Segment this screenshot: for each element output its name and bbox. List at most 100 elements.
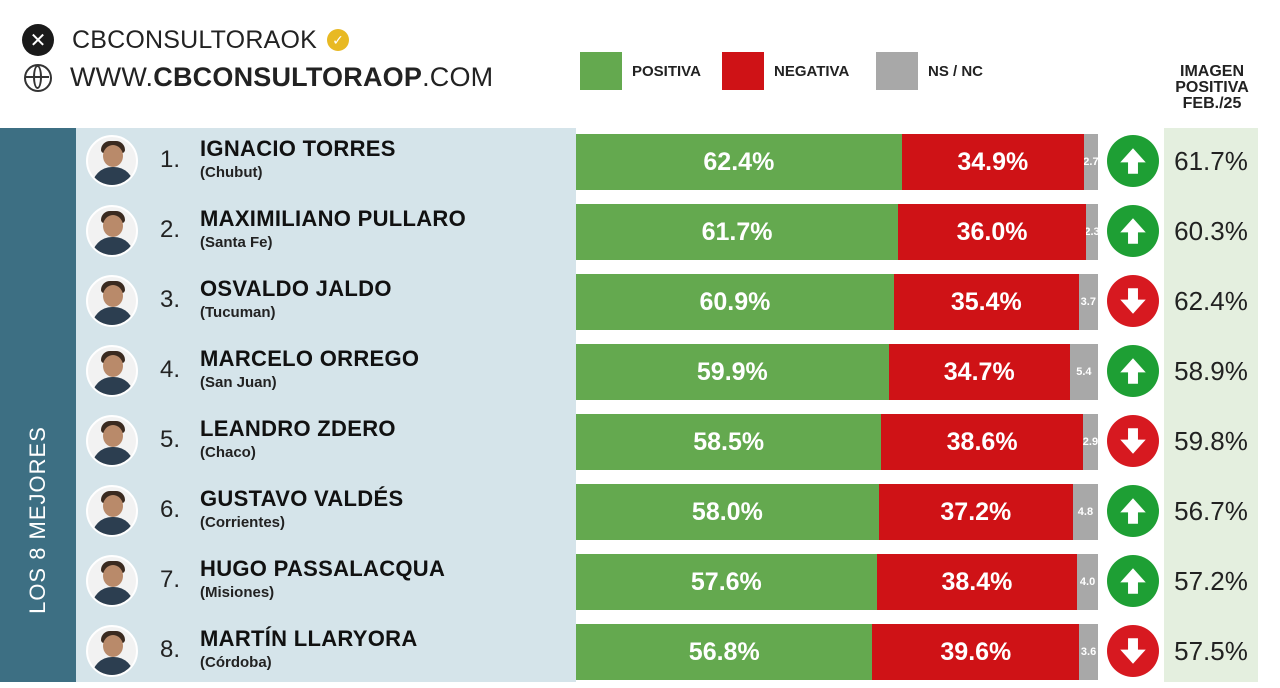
trend-down-icon bbox=[1107, 415, 1159, 467]
data-label-positiva: 58.0% bbox=[691, 497, 763, 526]
table-row: 1. IGNACIO TORRES (Chubut) 62.4% 34.9% 2.7 61.… bbox=[0, 128, 1280, 198]
arrow-up-icon bbox=[1120, 568, 1146, 594]
previous-positive-value: 58.9% bbox=[1174, 356, 1248, 386]
legend-swatch-nsnc bbox=[876, 52, 918, 90]
trend-up-icon bbox=[1107, 135, 1159, 187]
bar-nsnc: 4.8 bbox=[1072, 484, 1098, 540]
data-label-positiva: 59.9% bbox=[696, 357, 768, 386]
legend-nsnc: NS / NC bbox=[876, 52, 983, 90]
arrow-up-icon bbox=[1120, 218, 1146, 244]
bar-positiva: 57.6% bbox=[576, 554, 877, 610]
legend-swatch-positiva bbox=[580, 52, 622, 90]
bar-negativa: 37.2% bbox=[878, 484, 1073, 540]
trend-down-icon bbox=[1107, 625, 1159, 677]
data-label-positiva: 57.6% bbox=[690, 567, 762, 596]
data-label-nsnc: 4.0 bbox=[1079, 576, 1096, 588]
avatar bbox=[86, 415, 138, 467]
rank-number: 8. bbox=[160, 636, 181, 663]
rank-number: 7. bbox=[160, 566, 181, 593]
previous-positive-value: 57.5% bbox=[1174, 636, 1248, 666]
person-name: MARCELO ORREGO bbox=[200, 346, 420, 371]
province: (San Juan) bbox=[200, 374, 277, 391]
col-title-line-2: POSITIVA bbox=[1175, 79, 1249, 96]
stacked-bar: 58.0% 37.2% 4.8 bbox=[576, 484, 1098, 540]
legend-label-negativa: NEGATIVA bbox=[774, 62, 850, 80]
stacked-bar: 62.4% 34.9% 2.7 bbox=[576, 134, 1098, 190]
bar-positiva: 58.5% bbox=[576, 414, 882, 470]
arrow-up-icon bbox=[1120, 148, 1146, 174]
rank-number: 6. bbox=[160, 496, 181, 523]
avatar bbox=[86, 555, 138, 607]
data-label-nsnc: 4.8 bbox=[1077, 506, 1094, 518]
province: (Santa Fe) bbox=[200, 234, 273, 251]
bar-nsnc: 4.0 bbox=[1077, 554, 1098, 610]
bar-nsnc: 2.7 bbox=[1083, 134, 1098, 190]
data-label-negativa: 34.9% bbox=[957, 147, 1029, 176]
data-label-negativa: 37.2% bbox=[940, 497, 1012, 526]
rank-number: 5. bbox=[160, 426, 181, 453]
col-title-line-1: IMAGEN bbox=[1180, 63, 1244, 80]
data-label-positiva: 56.8% bbox=[688, 637, 760, 666]
bar-negativa: 34.9% bbox=[901, 134, 1084, 190]
province: (Corrientes) bbox=[200, 514, 286, 531]
avatar bbox=[86, 135, 138, 187]
data-label-negativa: 39.6% bbox=[940, 637, 1012, 666]
bar-negativa: 34.7% bbox=[888, 344, 1070, 400]
previous-positive-value: 57.2% bbox=[1174, 566, 1248, 596]
verified-badge-icon: ✓ bbox=[326, 29, 349, 51]
legend-label-nsnc: NS / NC bbox=[928, 62, 984, 80]
table-row: 7. HUGO PASSALACQUA (Misiones) 57.6% 38.4% 4.… bbox=[0, 548, 1280, 618]
rank-number: 1. bbox=[160, 146, 181, 173]
data-label-positiva: 61.7% bbox=[701, 217, 773, 246]
bar-positiva: 58.0% bbox=[576, 484, 879, 540]
legend-positiva: POSITIVA bbox=[580, 52, 701, 90]
bar-negativa: 38.6% bbox=[881, 414, 1083, 470]
table-row: 2. MAXIMILIANO PULLARO (Santa Fe) 61.7% 36.0… bbox=[0, 198, 1280, 268]
province: (Chubut) bbox=[200, 164, 263, 181]
table-row: 4. MARCELO ORREGO (San Juan) 59.9% 34.7% 5.4 5… bbox=[0, 338, 1280, 408]
legend-swatch-negativa bbox=[722, 52, 764, 90]
bar-negativa: 39.6% bbox=[872, 624, 1080, 680]
arrow-down-icon bbox=[1120, 638, 1146, 664]
avatar bbox=[86, 345, 138, 397]
previous-positive-value: 61.7% bbox=[1174, 146, 1248, 176]
person-name: HUGO PASSALACQUA bbox=[200, 556, 446, 581]
bar-nsnc: 2.9 bbox=[1082, 414, 1098, 470]
col-title-line-3: FEB./25 bbox=[1182, 95, 1242, 112]
person-name: MAXIMILIANO PULLARO bbox=[200, 206, 467, 231]
table-row: 5. LEANDRO ZDERO (Chaco) 58.5% 38.6% 2.9 59.8% bbox=[0, 408, 1280, 478]
bar-positiva: 56.8% bbox=[576, 624, 873, 680]
province: (Chaco) bbox=[200, 444, 256, 461]
avatar bbox=[86, 625, 138, 677]
arrow-up-icon bbox=[1120, 358, 1146, 384]
province: (Tucuman) bbox=[200, 304, 276, 321]
previous-values-panel bbox=[1164, 128, 1258, 682]
table-row: 8. MARTÍN LLARYORA (Córdoba) 56.8% 39.6% 3.6 5… bbox=[0, 618, 1280, 688]
group-sidebar: LOS 8 MEJORES bbox=[0, 128, 76, 682]
rank-number: 2. bbox=[160, 216, 181, 243]
previous-positive-value: 56.7% bbox=[1174, 496, 1248, 526]
data-label-nsnc: 3.6 bbox=[1080, 646, 1097, 658]
social-handle: CBCONSULTORAOK bbox=[72, 25, 317, 54]
stacked-bar: 61.7% 36.0% 2.3 bbox=[576, 204, 1098, 260]
website-row: WWW.CBCONSULTORAOP.COM bbox=[22, 62, 493, 93]
bar-negativa: 35.4% bbox=[893, 274, 1079, 330]
data-label-negativa: 38.4% bbox=[941, 567, 1013, 596]
person-name: IGNACIO TORRES bbox=[200, 136, 396, 161]
previous-positive-value: 60.3% bbox=[1174, 216, 1248, 246]
table-row: 6. GUSTAVO VALDÉS (Corrientes) 58.0% 37.2% 4.… bbox=[0, 478, 1280, 548]
legend-negativa: NEGATIVA bbox=[722, 52, 849, 90]
names-panel bbox=[76, 128, 576, 682]
trend-up-icon bbox=[1107, 345, 1159, 397]
x-logo-icon: ✕ bbox=[22, 24, 54, 56]
data-label-nsnc: 2.9 bbox=[1082, 436, 1098, 448]
data-label-negativa: 35.4% bbox=[950, 287, 1022, 316]
bar-nsnc: 3.6 bbox=[1079, 624, 1098, 680]
header: ✕ CBCONSULTORAOK ✓ WWW.CBCONSULTORAOP.CO… bbox=[0, 0, 1280, 126]
previous-image-column-title: IMAGEN POSITIVA FEB./25 bbox=[1162, 64, 1262, 112]
previous-positive-value: 62.4% bbox=[1174, 286, 1248, 316]
data-label-positiva: 60.9% bbox=[699, 287, 771, 316]
trend-up-icon bbox=[1107, 485, 1159, 537]
province: (Misiones) bbox=[200, 584, 275, 601]
arrow-down-icon bbox=[1120, 288, 1146, 314]
